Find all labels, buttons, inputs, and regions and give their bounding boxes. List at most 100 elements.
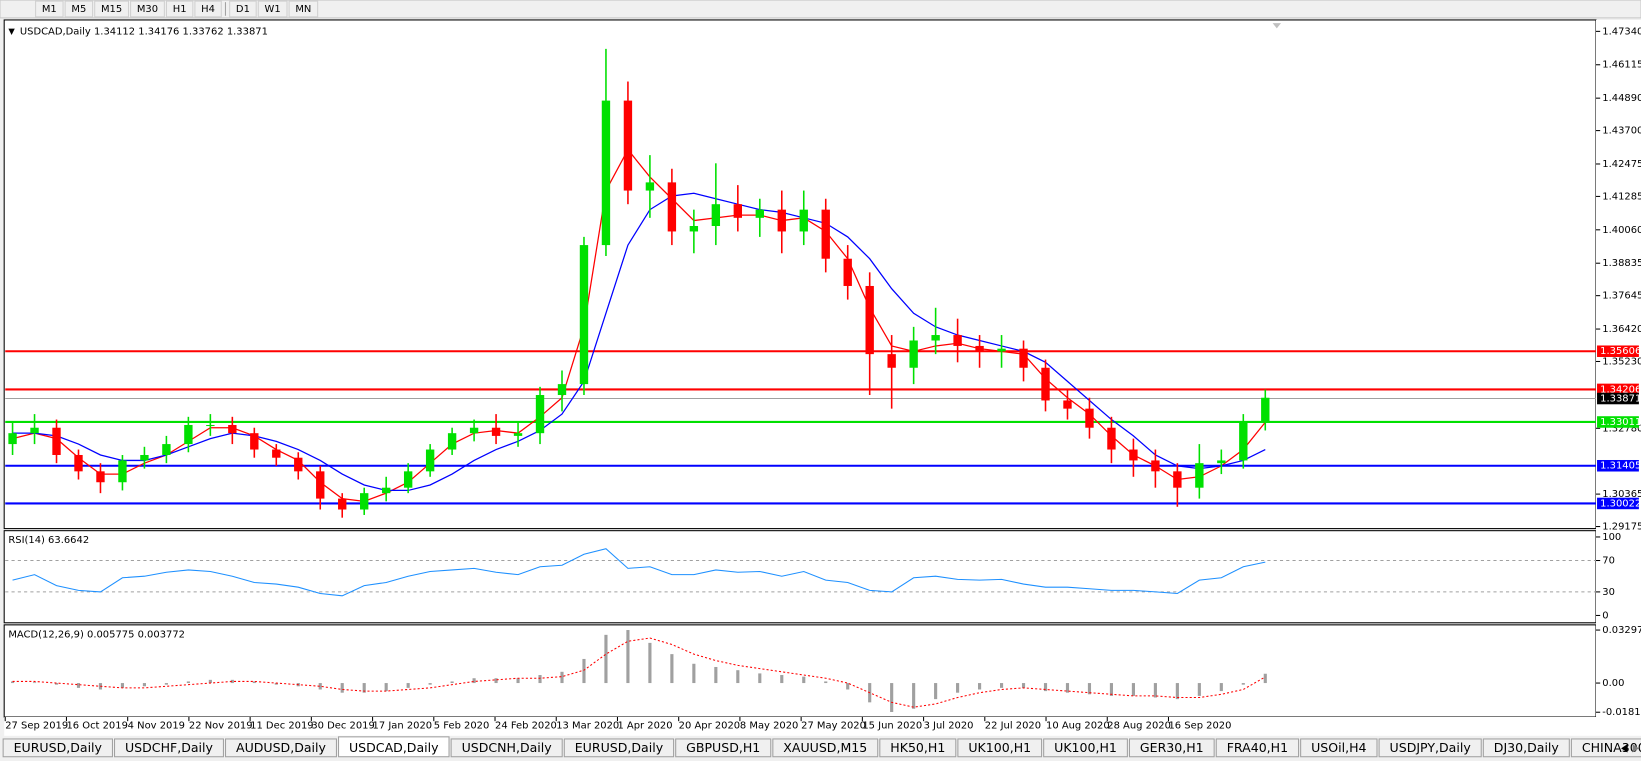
timeframe-label[interactable]: M15	[101, 4, 122, 15]
timeframe-button-frame[interactable]	[288, 0, 319, 18]
chart-tab[interactable]: USDCAD,Daily	[338, 736, 450, 758]
tab-frame[interactable]	[1482, 738, 1570, 758]
timeframe-button[interactable]: H1	[165, 0, 194, 18]
timeframe-label[interactable]: W1	[265, 4, 281, 15]
tab-frame[interactable]	[675, 738, 772, 758]
tab-label[interactable]: AUDUSD,Daily	[236, 740, 327, 755]
tab-frame[interactable]	[114, 738, 224, 758]
tab-frame[interactable]	[957, 738, 1043, 758]
tab-frame[interactable]	[772, 738, 879, 758]
timeframe-button[interactable]: H4	[194, 0, 222, 18]
timeframe-button-frame[interactable]	[257, 0, 288, 18]
timeframe-label[interactable]: M1	[42, 4, 57, 15]
timeframe-label[interactable]: M30	[137, 4, 158, 15]
tab-label[interactable]: UK100,H1	[968, 740, 1031, 755]
y-tick-label: 30	[1602, 587, 1615, 598]
tab-frame[interactable]	[338, 736, 450, 758]
timeframe-label[interactable]: H1	[173, 4, 187, 15]
chart-tab[interactable]: HK50,H1	[879, 738, 957, 758]
timeframe-button[interactable]: M1	[35, 0, 64, 18]
tab-label[interactable]: UK100,H1	[1054, 740, 1117, 755]
tab-frame[interactable]	[1570, 738, 1641, 758]
tab-label[interactable]: USDCAD,Daily	[349, 740, 439, 755]
x-tick-label: 22 Nov 2019	[189, 720, 253, 731]
timeframe-button[interactable]: W1	[257, 0, 288, 18]
tab-label[interactable]: EURUSD,Daily	[14, 740, 103, 755]
tab-frame[interactable]	[563, 738, 675, 758]
timeframe-button-frame[interactable]	[130, 0, 165, 18]
candle-body	[843, 258, 852, 286]
tab-scroll-left[interactable]	[1621, 744, 1628, 753]
candle-body	[118, 460, 127, 483]
chart-tab[interactable]: CHINA300,H1	[1570, 738, 1641, 758]
chart-tab[interactable]: GBPUSD,H1	[675, 738, 772, 758]
tab-frame[interactable]	[1043, 738, 1128, 758]
level-label: 1.33011	[1600, 417, 1641, 428]
moving-average	[12, 148, 1266, 502]
x-tick-label: 13 Mar 2020	[556, 720, 619, 731]
candle-body	[96, 471, 105, 483]
chart-tab[interactable]: DJ30,Daily	[1482, 738, 1570, 758]
timeframe-button-frame[interactable]	[194, 0, 222, 18]
y-tick-label: 1.35230	[1602, 356, 1641, 367]
candle-body	[491, 427, 501, 436]
tab-frame[interactable]	[1378, 738, 1482, 758]
tab-label[interactable]: HK50,H1	[890, 740, 945, 755]
tab-label[interactable]: XAUUSD,M15	[783, 740, 867, 755]
chart-tab[interactable]: AUDUSD,Daily	[225, 738, 337, 758]
timeframe-button-frame[interactable]	[229, 0, 257, 18]
tab-label[interactable]: GBPUSD,H1	[686, 740, 760, 755]
tab-frame[interactable]	[1215, 738, 1300, 758]
timeframe-label[interactable]: M5	[71, 4, 86, 15]
tab-label[interactable]: GER30,H1	[1140, 740, 1204, 755]
chart-tab[interactable]: USDCNH,Daily	[450, 738, 563, 758]
timeframe-button[interactable]: M5	[64, 0, 94, 18]
candle-body	[1239, 422, 1248, 461]
timeframe-label[interactable]: H4	[201, 4, 215, 15]
tab-frame[interactable]	[879, 738, 957, 758]
chart-tab[interactable]: USDJPY,Daily	[1378, 738, 1482, 758]
tab-scroll-right[interactable]	[1632, 744, 1639, 753]
timeframe-button[interactable]: MN	[288, 0, 319, 18]
tab-frame[interactable]	[450, 738, 563, 758]
tab-frame[interactable]	[1128, 738, 1215, 758]
tab-label[interactable]: CHINA300,H1	[1582, 740, 1641, 755]
tab-label[interactable]: DJ30,Daily	[1494, 740, 1560, 755]
tab-label[interactable]: USDJPY,Daily	[1390, 740, 1472, 755]
tab-frame[interactable]	[2, 738, 113, 758]
timeframe-button-frame[interactable]	[64, 0, 94, 18]
candle-body	[1063, 400, 1072, 409]
candle-body	[8, 433, 17, 445]
chart-tab[interactable]: UK100,H1	[1043, 738, 1128, 758]
timeframe-button[interactable]: M30	[130, 0, 165, 18]
candle-body	[338, 498, 347, 510]
tab-label[interactable]: USDCNH,Daily	[462, 740, 553, 755]
tab-frame[interactable]	[225, 738, 337, 758]
chart-tab[interactable]: USOil,H4	[1300, 738, 1378, 758]
y-tick-label: -0.018154	[1602, 707, 1641, 718]
timeframe-button[interactable]: D1	[229, 0, 257, 18]
timeframe-button-frame[interactable]	[94, 0, 130, 18]
tab-label[interactable]: USOil,H4	[1311, 740, 1366, 755]
chart-tab[interactable]: XAUUSD,M15	[772, 738, 879, 758]
chart-tab[interactable]: USDCHF,Daily	[114, 738, 224, 758]
tab-frame[interactable]	[1300, 738, 1378, 758]
timeframe-button[interactable]: M15	[94, 0, 130, 18]
timeframe-label[interactable]: MN	[295, 4, 311, 15]
chart-tab[interactable]: GER30,H1	[1128, 738, 1215, 758]
chart-tab[interactable]: EURUSD,Daily	[2, 738, 113, 758]
tab-label[interactable]: EURUSD,Daily	[575, 740, 664, 755]
tab-label[interactable]: FRA40,H1	[1227, 740, 1288, 755]
candle-body	[1107, 427, 1116, 450]
chart-tab[interactable]: EURUSD,Daily	[563, 738, 675, 758]
chart-tab[interactable]: UK100,H1	[957, 738, 1043, 758]
tab-label[interactable]: USDCHF,Daily	[125, 740, 214, 755]
timeframe-label[interactable]: D1	[236, 4, 250, 15]
candle-body	[272, 449, 281, 458]
timeframe-button-frame[interactable]	[35, 0, 64, 18]
timeframe-button-frame[interactable]	[165, 0, 194, 18]
candle-body	[909, 340, 918, 368]
chart-tab[interactable]: FRA40,H1	[1215, 738, 1300, 758]
